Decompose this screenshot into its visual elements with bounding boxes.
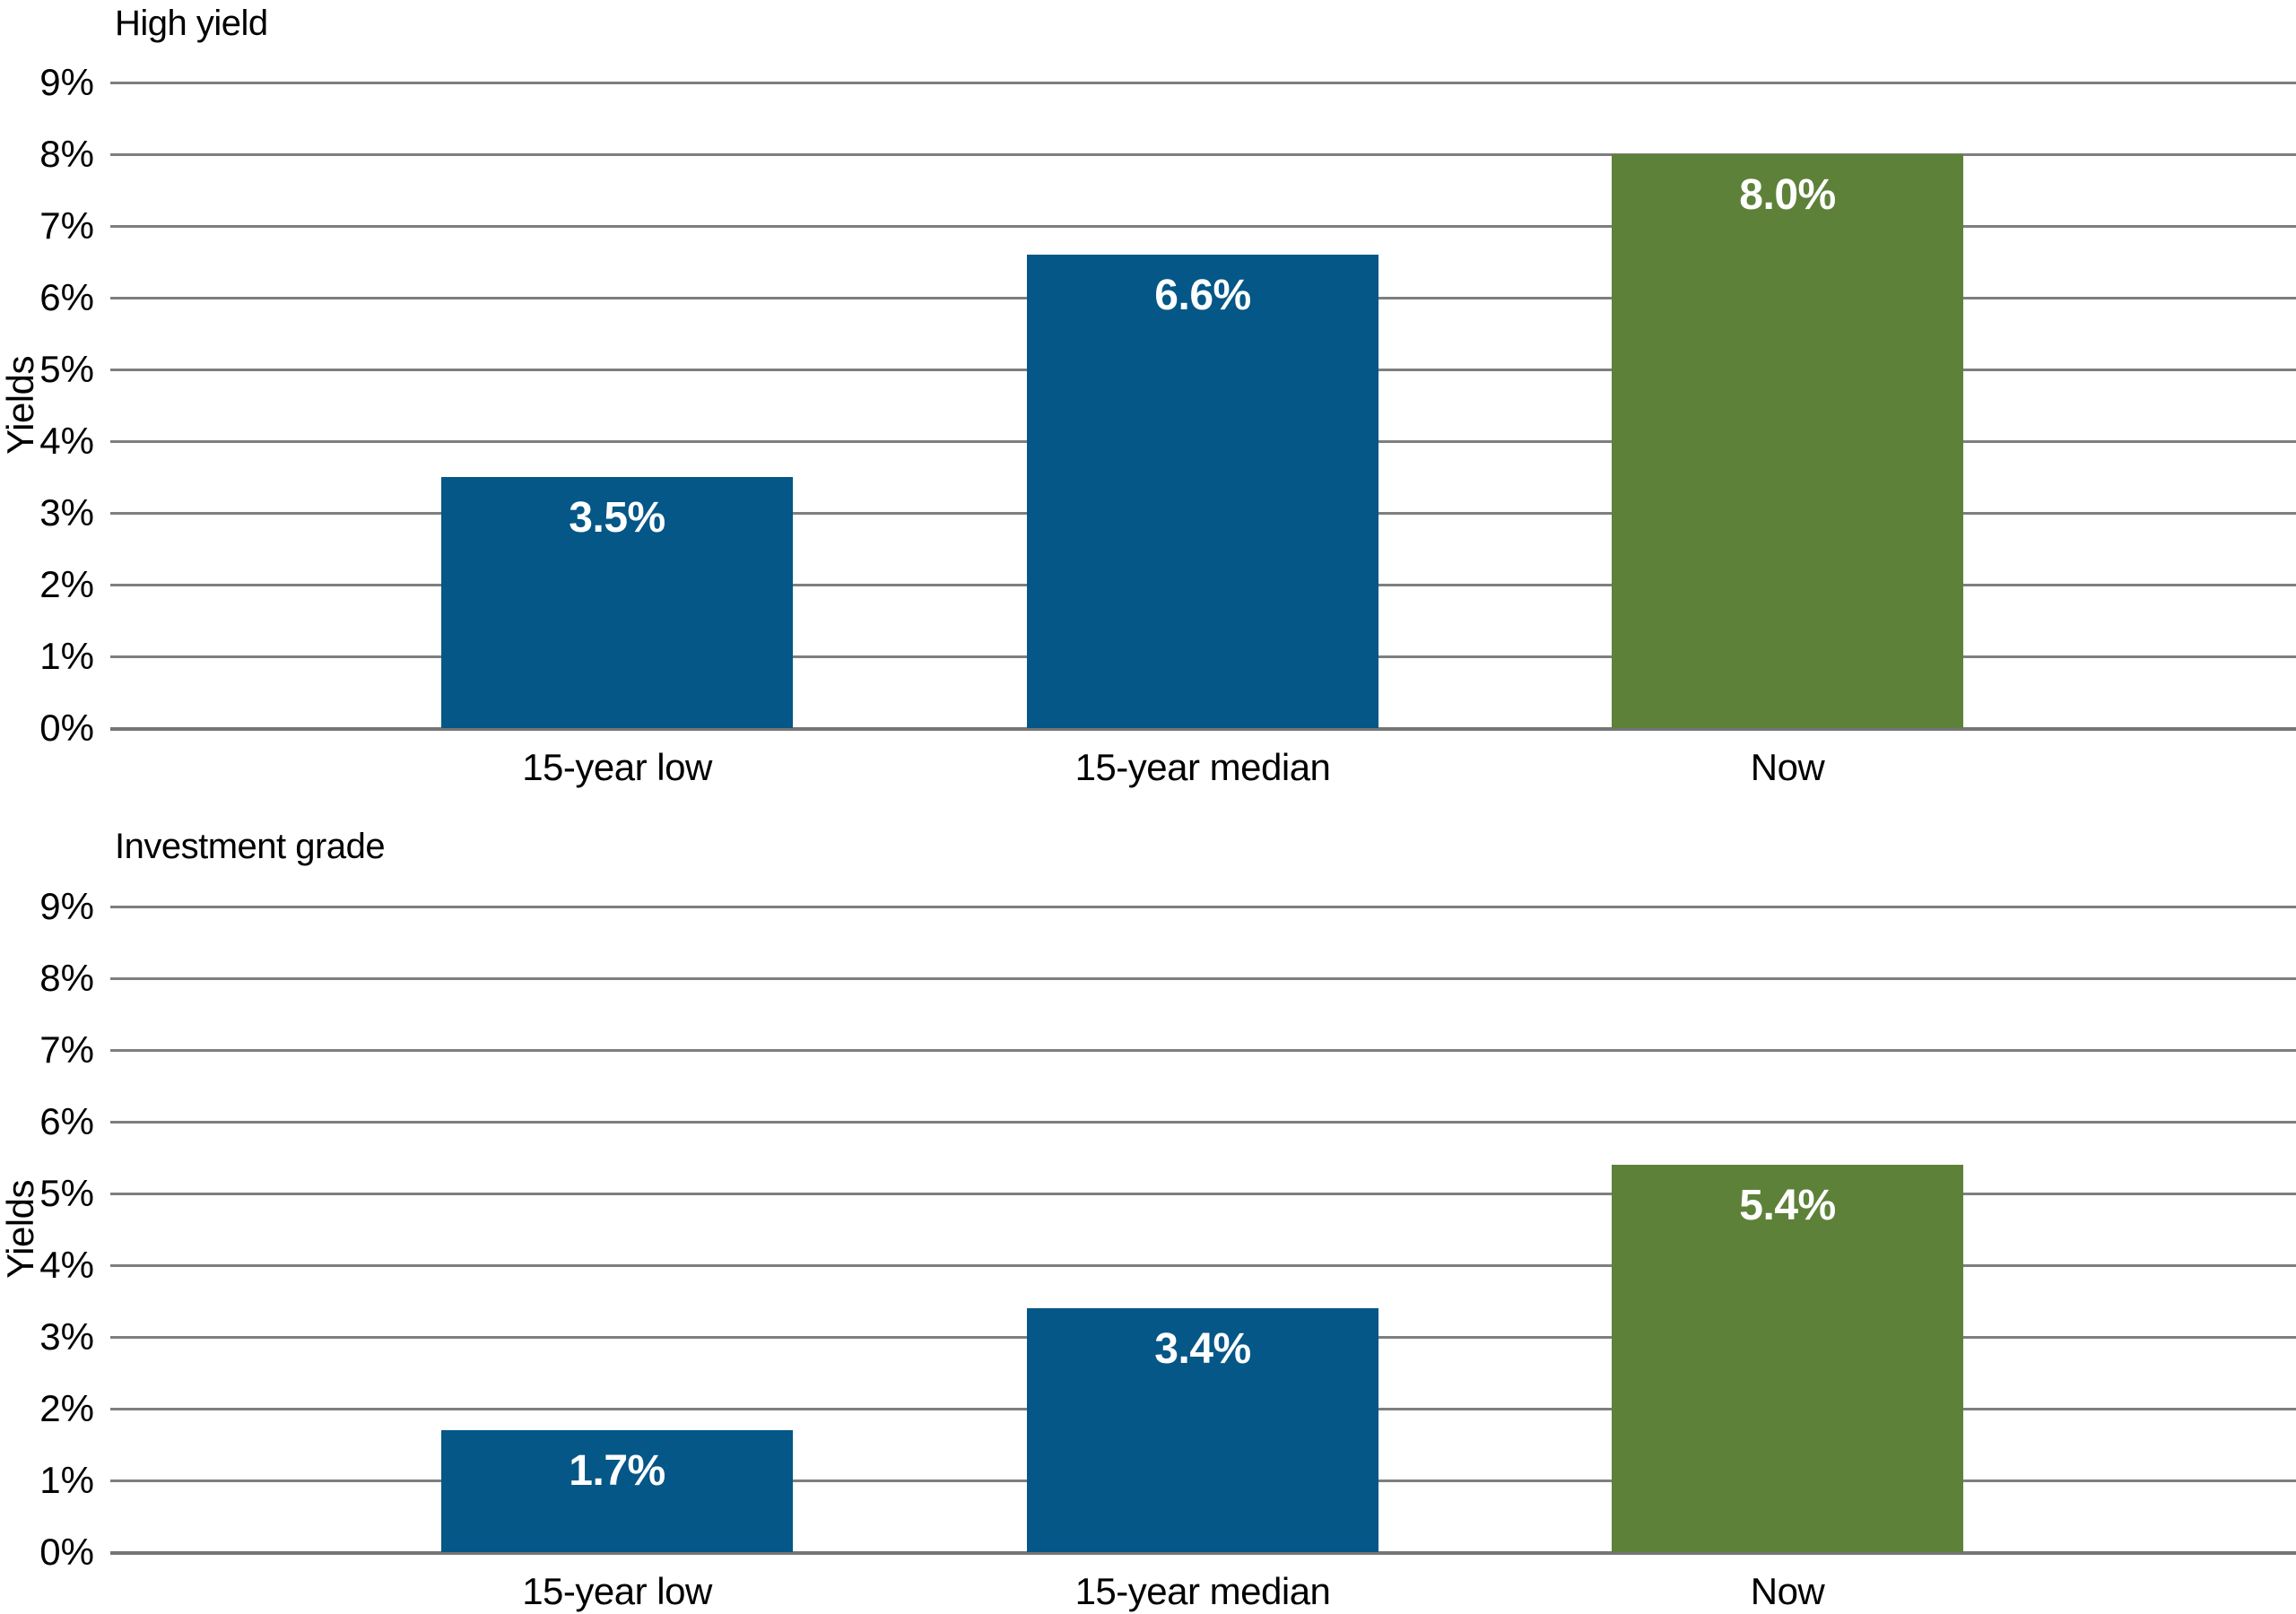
bar-value-label: 3.4% xyxy=(1154,1325,1251,1373)
y-axis-tick-label: 6% xyxy=(39,1100,94,1142)
y-axis-tick-label: 9% xyxy=(39,61,94,103)
x-axis-category-label: Now xyxy=(1750,1570,1825,1612)
gridline-8pct xyxy=(110,152,2296,156)
gridline-4pct xyxy=(110,1263,2296,1267)
investment-grade-chart-title: Investment grade xyxy=(115,827,386,866)
y-axis-tick-label: 4% xyxy=(39,1244,94,1286)
y-axis-tick-label: 5% xyxy=(39,348,94,390)
y-axis-tick-label: 7% xyxy=(39,204,94,247)
high-yield-chart-title: High yield xyxy=(115,4,268,43)
bar-now: 5.4% xyxy=(1612,1165,1963,1552)
bar-now: 8.0% xyxy=(1612,154,1963,728)
y-axis-tick-label: 0% xyxy=(39,707,94,749)
y-axis-tick-label: 3% xyxy=(39,1315,94,1358)
y-axis-tick-label: 4% xyxy=(39,420,94,462)
investment-grade-plot-area: Yields 9% 8% 7% 6% 5% 4% 3% 2% 1% 0% 1.7% 15-year l… xyxy=(0,888,2296,1612)
y-axis-tick-label: 0% xyxy=(39,1531,94,1573)
y-axis-tick-label: 9% xyxy=(39,885,94,927)
y-axis-tick-label: 7% xyxy=(39,1028,94,1071)
gridline-8pct xyxy=(110,976,2296,980)
gridline-9pct xyxy=(110,81,2296,84)
high-yield-y-axis-title: Yields xyxy=(0,356,41,455)
y-axis-tick-label: 1% xyxy=(39,635,94,677)
y-axis-tick-label: 3% xyxy=(39,491,94,534)
gridline-9pct xyxy=(110,905,2296,908)
bar-value-label: 6.6% xyxy=(1154,272,1251,319)
y-axis-tick-label: 6% xyxy=(39,276,94,318)
y-axis-tick-label: 5% xyxy=(39,1172,94,1214)
x-axis-category-label: 15-year median xyxy=(1074,746,1331,788)
bar-value-label: 1.7% xyxy=(569,1447,665,1495)
gridline-7pct xyxy=(110,224,2296,228)
gridline-5pct xyxy=(110,1192,2296,1195)
gridline-7pct xyxy=(110,1048,2296,1052)
y-axis-tick-label: 8% xyxy=(39,957,94,999)
x-axis-category-label: 15-year low xyxy=(522,1570,712,1612)
gridline-0pct xyxy=(110,726,2296,731)
bar-15-year-median: 6.6% xyxy=(1027,255,1378,728)
bar-value-label: 3.5% xyxy=(569,494,665,542)
x-axis-category-label: 15-year median xyxy=(1074,1570,1331,1612)
y-axis-tick-label: 2% xyxy=(39,1387,94,1429)
gridline-6pct xyxy=(110,1120,2296,1124)
x-axis-category-label: 15-year low xyxy=(522,746,712,788)
bar-15-year-low: 1.7% xyxy=(441,1430,793,1552)
y-axis-tick-label: 8% xyxy=(39,133,94,175)
investment-grade-y-axis-title: Yields xyxy=(0,1180,41,1279)
y-axis-tick-label: 1% xyxy=(39,1459,94,1501)
bar-value-label: 8.0% xyxy=(1739,171,1836,219)
bar-value-label: 5.4% xyxy=(1739,1182,1836,1229)
x-axis-category-label: Now xyxy=(1750,746,1825,788)
bar-15-year-median: 3.4% xyxy=(1027,1308,1378,1552)
bar-15-year-low: 3.5% xyxy=(441,477,793,728)
high-yield-plot-area: Yields 9% 8% 7% 6% 5% 4% 3% 2% 1% 0% 3.5% 15-year l… xyxy=(0,64,2296,788)
y-axis-tick-label: 2% xyxy=(39,563,94,605)
gridline-0pct xyxy=(110,1550,2296,1555)
